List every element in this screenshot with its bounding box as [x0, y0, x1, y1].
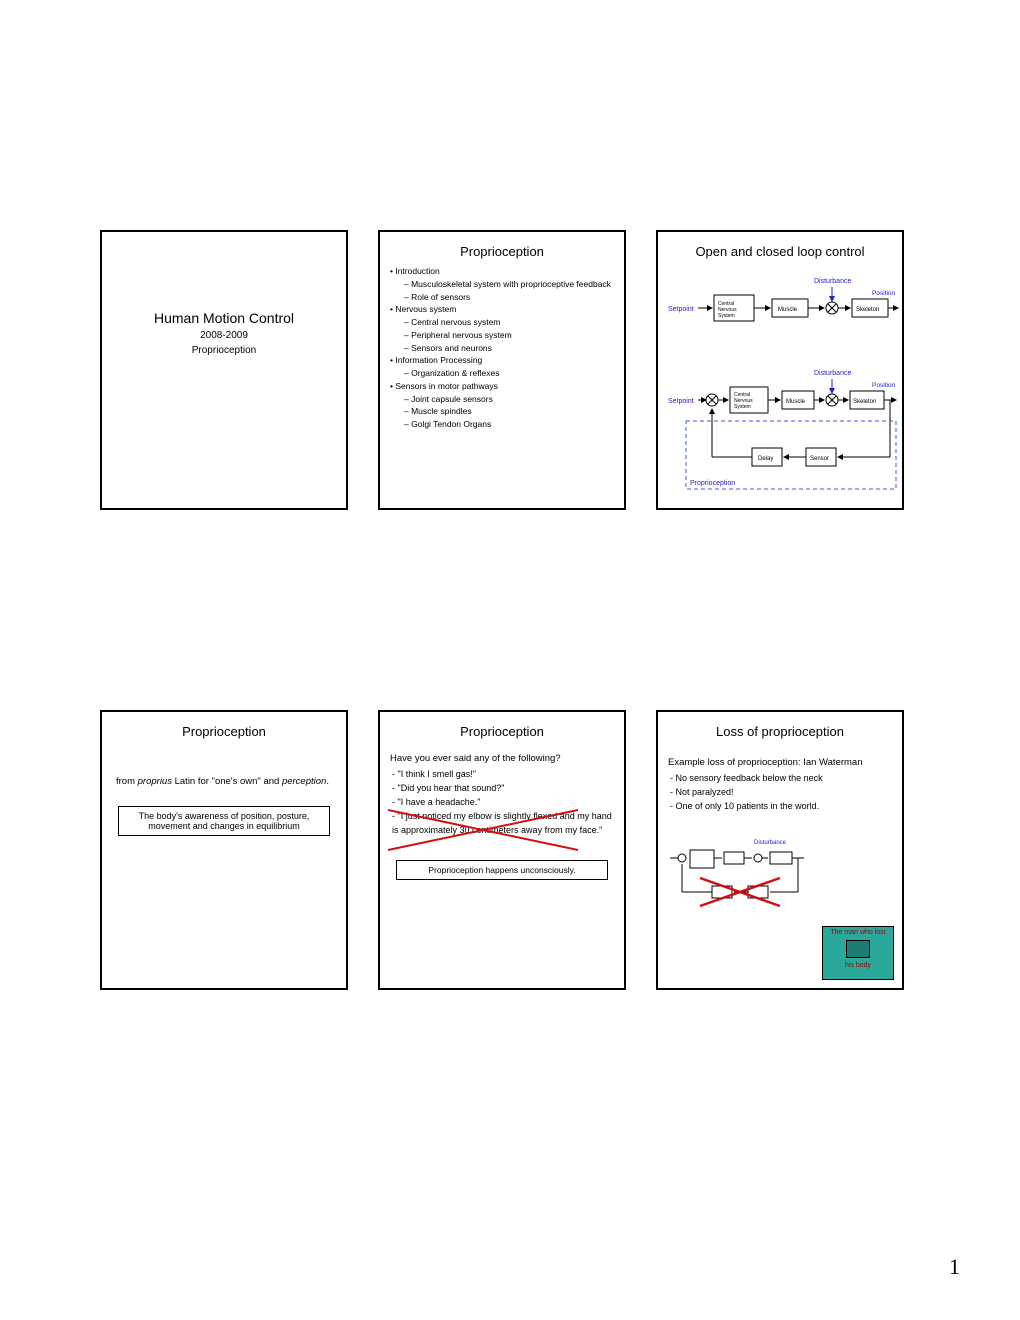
slide5-list: "I think I smell gas!" "Did you hear tha…	[392, 768, 616, 838]
lbl-muscle1: Muscle	[778, 307, 798, 313]
slide-5: Proprioception Have you ever said any of…	[378, 710, 626, 990]
slide1-topic: Proprioception	[110, 345, 338, 356]
slide-3: Open and closed loop control Disturbance…	[656, 230, 904, 510]
slide1-title: Human Motion Control	[110, 310, 338, 326]
slide6-intro: Example loss of proprioception: Ian Wate…	[668, 757, 892, 768]
lbl-muscle2: Muscle	[786, 399, 806, 405]
lbl-prop: Proprioception	[690, 480, 735, 487]
s4-a: from	[116, 776, 138, 787]
slide2-outline: Introduction Musculoskeletal system with…	[390, 265, 616, 431]
lbl-sensor: Sensor	[810, 456, 829, 462]
s2-i3-2: Golgi Tendon Organs	[404, 418, 616, 431]
lbl-pos1: Position	[872, 290, 896, 297]
s2-i1-1: Peripheral nervous system	[404, 329, 616, 342]
lbl-delay: Delay	[758, 456, 773, 462]
slide6-diagram: Disturbance	[670, 836, 830, 916]
lbl-skel2: Skeleton	[853, 399, 876, 405]
s2-i1: Nervous system	[395, 304, 456, 314]
slide3-title: Open and closed loop control	[666, 244, 894, 259]
lbl-skel1: Skeleton	[856, 307, 879, 313]
slide5-q: Have you ever said any of the following?	[390, 753, 614, 764]
slide-2: Proprioception Introduction Musculoskele…	[378, 230, 626, 510]
s4-d: perception	[282, 776, 326, 787]
lbl-dist2: Disturbance	[814, 370, 851, 377]
s4-e: .	[326, 776, 329, 787]
lbl-dist1: Disturbance	[814, 278, 851, 285]
s2-i2-0: Organization & reflexes	[404, 367, 616, 380]
s5-3-wrap: "I just noticed my elbow is slightly fle…	[392, 810, 616, 838]
page-number: 1	[949, 1254, 960, 1280]
s2-i3: Sensors in motor pathways	[395, 381, 498, 391]
slide6-title: Loss of proprioception	[666, 724, 894, 739]
s6d-dist: Disturbance	[754, 840, 787, 846]
cross-out-icon	[388, 808, 598, 854]
slide-6: Loss of proprioception Example loss of p…	[656, 710, 904, 990]
s5-0: "I think I smell gas!"	[392, 768, 616, 782]
video-icon	[846, 940, 870, 958]
slide4-title: Proprioception	[110, 724, 338, 739]
s6-0: No sensory feedback below the neck	[670, 772, 894, 786]
slide-grid: Human Motion Control 2008-2009 Proprioce…	[100, 230, 920, 990]
s6-1: Not paralyzed!	[670, 786, 894, 800]
s4-c: Latin for "one's own" and	[172, 776, 282, 787]
s2-i0: Introduction	[395, 266, 439, 276]
slide-4: Proprioception from proprius Latin for "…	[100, 710, 348, 990]
slide4-box: The body's awareness of position, postur…	[118, 806, 330, 836]
s2-i2: Information Processing	[395, 355, 482, 365]
s2-i1-0: Central nervous system	[404, 316, 616, 329]
slide4-def: from proprius Latin for "one's own" and …	[116, 775, 332, 788]
svg-text:System: System	[734, 404, 751, 410]
s2-i0-1: Role of sensors	[404, 291, 616, 304]
s4-b: proprius	[138, 776, 172, 787]
s2-i3-0: Joint capsule sensors	[404, 393, 616, 406]
slide5-title: Proprioception	[388, 724, 616, 739]
man-who-lost-body-box: The man who lost his body	[822, 926, 894, 980]
lbl-sp1: Setpoint	[668, 306, 694, 313]
svg-text:System: System	[718, 313, 735, 319]
slide6-list: No sensory feedback below the neck Not p…	[670, 772, 894, 814]
s6-2: One of only 10 patients in the world.	[670, 800, 894, 814]
s2-i3-1: Muscle spindles	[404, 405, 616, 418]
teal-bottom: his body	[825, 962, 891, 969]
slide2-title: Proprioception	[388, 244, 616, 259]
lbl-pos2: Position	[872, 382, 896, 389]
slide1-year: 2008-2009	[110, 330, 338, 341]
slide-1: Human Motion Control 2008-2009 Proprioce…	[100, 230, 348, 510]
s2-i1-2: Sensors and neurons	[404, 342, 616, 355]
s2-i0-0: Musculoskeletal system with propriocepti…	[404, 278, 616, 291]
control-diagram: Disturbance Setpoint Central Nervous Sys…	[666, 265, 898, 505]
slide5-box: Proprioception happens unconsciously.	[396, 860, 608, 880]
teal-top: The man who lost	[825, 929, 891, 936]
s5-1: "Did you hear that sound?"	[392, 782, 616, 796]
lbl-sp2: Setpoint	[668, 398, 694, 405]
